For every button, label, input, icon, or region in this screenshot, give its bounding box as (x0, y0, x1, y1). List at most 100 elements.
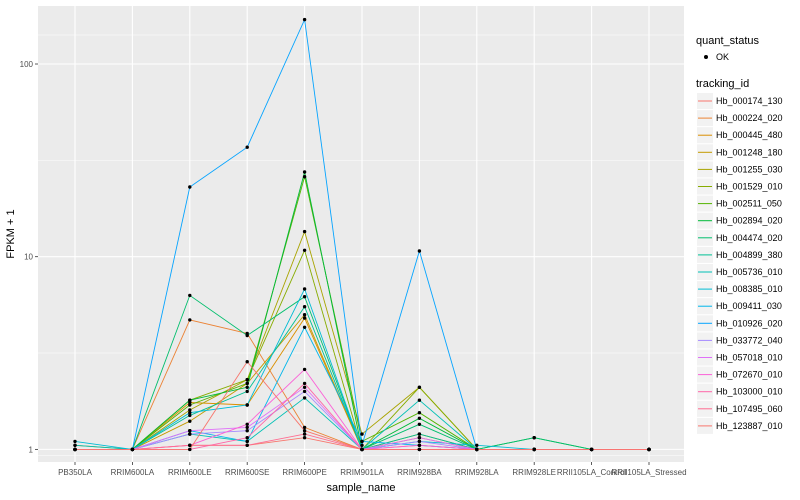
legend: quant_status OK tracking_id Hb_000174_13… (696, 35, 783, 434)
point-Hb_107495_060-RRIM600SE (246, 444, 249, 447)
point-Hb_123887_010-RRIM600SE (246, 360, 249, 363)
point-Hb_009411_030-RRIM901LA (360, 440, 363, 443)
point-Hb_001529_010-RRIM600PE (303, 249, 306, 252)
legend-label-Hb_001529_010: Hb_001529_010 (716, 182, 783, 192)
legend-label-Hb_002894_020: Hb_002894_020 (716, 216, 783, 226)
legend-label-Hb_033772_040: Hb_033772_040 (716, 335, 783, 345)
point-Hb_001529_010-RRIM600SE (246, 378, 249, 381)
point-Hb_001248_180-RRIM600LE (188, 420, 191, 423)
legend-label-Hb_008385_010: Hb_008385_010 (716, 284, 783, 294)
x-tick-label-6: RRIM928BA (397, 468, 442, 477)
legend-label-Hb_002511_050: Hb_002511_050 (716, 199, 782, 209)
y-axis-title: FPKM + 1 (5, 209, 17, 258)
point-Hb_008385_010-RRIM600PE (303, 287, 306, 290)
x-tick-label-8: RRIM928LE (512, 468, 556, 477)
point-Hb_004899_380-RRIM600SE (246, 390, 249, 393)
point-Hb_057018_010-RRIM600PE (303, 386, 306, 389)
point-Hb_009411_030-RRIM600PE (303, 326, 306, 329)
point-Hb_008385_010-PB350LA (73, 440, 76, 443)
point-Hb_001255_030-RRIM901LA (360, 432, 363, 435)
marker-legend-key (704, 55, 708, 59)
x-tick-label-4: RRIM600PE (282, 468, 326, 477)
point-Hb_033772_040-RRIM600LE (188, 432, 191, 435)
legend-label-Hb_057018_010: Hb_057018_010 (716, 353, 783, 363)
legend-label-Hb_000445_480: Hb_000445_480 (716, 130, 783, 140)
legend-label-Hb_103000_010: Hb_103000_010 (716, 387, 783, 397)
legend-label-Hb_001248_180: Hb_001248_180 (716, 147, 783, 157)
point-Hb_002894_020-RRIM600PE (303, 170, 306, 173)
point-Hb_072670_010-RRIM928BA (418, 444, 421, 447)
point-Hb_004899_380-RRIM928BA (418, 432, 421, 435)
point-Hb_008385_010-RRIM600LE (188, 411, 191, 414)
legend-label-Hb_005736_010: Hb_005736_010 (716, 267, 783, 277)
point-Hb_009411_030-RRIM600SE (246, 440, 249, 443)
legend-label-Hb_000174_130: Hb_000174_130 (716, 96, 783, 106)
point-Hb_005736_010-RRIM928BA (418, 399, 421, 402)
point-Hb_123887_010-RRIM928BA (418, 448, 421, 451)
x-tick-label-1: RRIM600LA (111, 468, 155, 477)
legend-label-Hb_004899_380: Hb_004899_380 (716, 250, 783, 260)
y-axis: 1 10 100 (20, 60, 38, 454)
legend-label-Hb_072670_010: Hb_072670_010 (716, 370, 783, 380)
point-Hb_033772_040-RRIM928BA (418, 440, 421, 443)
point-Hb_123887_010-RRIM600LE (188, 448, 191, 451)
point-Hb_010926_020-RRIM600SE (246, 146, 249, 149)
y-tick-label-2: 100 (20, 60, 34, 69)
legend-label-Hb_009411_030: Hb_009411_030 (716, 301, 782, 311)
legend-label-Hb_107495_060: Hb_107495_060 (716, 404, 783, 414)
marker-legend-label: OK (716, 52, 729, 62)
x-tick-label-7: RRIM928LA (455, 468, 499, 477)
point-Hb_123887_010-RRIM928LA (475, 448, 478, 451)
point-Hb_001255_030-RRIM600PE (303, 230, 306, 233)
point-Hb_004474_020-RRIM600SE (246, 334, 249, 337)
x-axis-title: sample_name (326, 482, 395, 494)
point-Hb_072670_010-RRIM600SE (246, 423, 249, 426)
point-Hb_004474_020-RRIM600PE (303, 295, 306, 298)
point-Hb_123887_010-RRIM928LE (533, 448, 536, 451)
point-Hb_057018_010-RRIM600SE (246, 426, 249, 429)
point-Hb_000224_020-RRIM600PE (303, 426, 306, 429)
point-Hb_002894_020-RRIM600SE (246, 386, 249, 389)
legend-label-Hb_010926_020: Hb_010926_020 (716, 318, 783, 328)
point-Hb_123887_010-PB350LA (73, 448, 76, 451)
point-Hb_002894_020-RRIM928BA (418, 417, 421, 420)
legend-label-Hb_004474_020: Hb_004474_020 (716, 233, 783, 243)
legend-label-Hb_123887_010: Hb_123887_010 (716, 421, 783, 431)
point-Hb_000174_130-RRIM600PE (303, 436, 306, 439)
color-legend-items: Hb_000174_130 Hb_000224_020 Hb_000445_480 H… (697, 93, 783, 434)
plot-panel (38, 6, 684, 462)
point-Hb_123887_010-RRII105LA_Control (590, 448, 593, 451)
point-Hb_005736_010-RRIM600PE (303, 396, 306, 399)
point-Hb_010926_020-RRIM928BA (418, 249, 421, 252)
point-Hb_002894_020-RRIM600LE (188, 399, 191, 402)
point-Hb_008385_010-RRIM928LA (475, 444, 478, 447)
point-Hb_000224_020-RRIM600LE (188, 318, 191, 321)
point-Hb_002511_050-RRIM600LE (188, 403, 191, 406)
point-Hb_033772_040-RRIM600SE (246, 429, 249, 432)
y-tick-label-1: 10 (24, 253, 33, 262)
point-Hb_010926_020-RRIM901LA (360, 444, 363, 447)
x-tick-label-10: RRII105LA_Stressed (611, 468, 686, 477)
point-Hb_001529_010-RRIM928BA (418, 386, 421, 389)
point-Hb_072670_010-RRIM600PE (303, 368, 306, 371)
marker-legend-title: quant_status (696, 35, 759, 47)
point-Hb_057018_010-RRIM928BA (418, 436, 421, 439)
point-Hb_002511_050-RRIM928BA (418, 411, 421, 414)
x-tick-label-0: PB350LA (58, 468, 92, 477)
point-Hb_004899_380-RRIM600PE (303, 305, 306, 308)
point-Hb_010926_020-RRIM600LE (188, 185, 191, 188)
y-tick-label-0: 1 (29, 445, 34, 454)
x-tick-label-2: RRIM600LE (168, 468, 212, 477)
point-Hb_123887_010-RRIM600LA (131, 448, 134, 451)
point-Hb_000445_480-RRIM600PE (303, 316, 306, 319)
point-Hb_002511_050-RRIM600PE (303, 175, 306, 178)
x-tick-label-5: RRIM901LA (340, 468, 384, 477)
x-axis: PB350LA RRIM600LA RRIM600LE RRIM600SE RRIM60… (58, 462, 686, 477)
point-Hb_001248_180-RRIM600PE (303, 313, 306, 316)
point-Hb_002511_050-RRIM600SE (246, 382, 249, 385)
point-Hb_004474_020-RRIM928LE (533, 436, 536, 439)
legend-label-Hb_000224_020: Hb_000224_020 (716, 113, 783, 123)
point-Hb_008385_010-RRIM600SE (246, 403, 249, 406)
